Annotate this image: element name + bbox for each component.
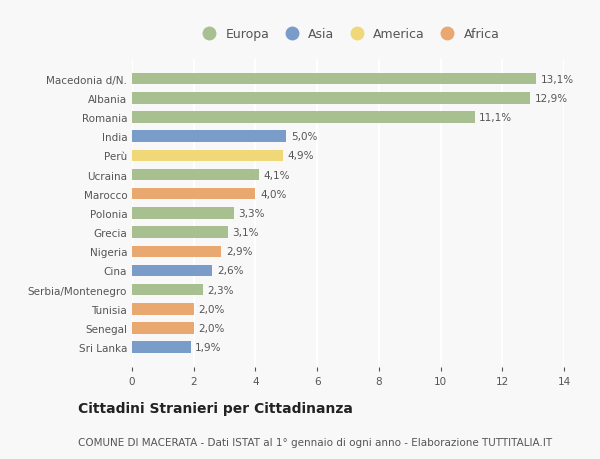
Text: 3,1%: 3,1% <box>232 228 259 238</box>
Bar <box>132 73 536 85</box>
Bar <box>132 284 203 296</box>
Bar <box>132 303 194 315</box>
Text: 2,6%: 2,6% <box>217 266 244 276</box>
Text: 1,9%: 1,9% <box>195 342 222 353</box>
Text: 4,9%: 4,9% <box>288 151 314 161</box>
Bar <box>132 265 212 277</box>
Bar <box>132 246 221 257</box>
Text: COMUNE DI MACERATA - Dati ISTAT al 1° gennaio di ogni anno - Elaborazione TUTTIT: COMUNE DI MACERATA - Dati ISTAT al 1° ge… <box>78 437 552 448</box>
Legend: Europa, Asia, America, Africa: Europa, Asia, America, Africa <box>194 26 502 44</box>
Text: 11,1%: 11,1% <box>479 113 512 123</box>
Text: 2,9%: 2,9% <box>226 247 253 257</box>
Bar <box>132 131 286 143</box>
Text: 2,3%: 2,3% <box>208 285 234 295</box>
Text: 13,1%: 13,1% <box>541 74 574 84</box>
Text: 4,0%: 4,0% <box>260 189 286 199</box>
Text: 3,3%: 3,3% <box>238 208 265 218</box>
Bar <box>132 227 227 238</box>
Bar <box>132 112 475 123</box>
Text: 4,1%: 4,1% <box>263 170 290 180</box>
Text: Cittadini Stranieri per Cittadinanza: Cittadini Stranieri per Cittadinanza <box>78 402 353 415</box>
Text: 5,0%: 5,0% <box>291 132 317 142</box>
Bar <box>132 169 259 181</box>
Bar <box>132 323 194 334</box>
Text: 2,0%: 2,0% <box>199 304 225 314</box>
Bar <box>132 189 256 200</box>
Text: 2,0%: 2,0% <box>199 323 225 333</box>
Bar <box>132 207 234 219</box>
Text: 12,9%: 12,9% <box>535 94 568 104</box>
Bar <box>132 150 283 162</box>
Bar <box>132 342 191 353</box>
Bar <box>132 93 530 104</box>
